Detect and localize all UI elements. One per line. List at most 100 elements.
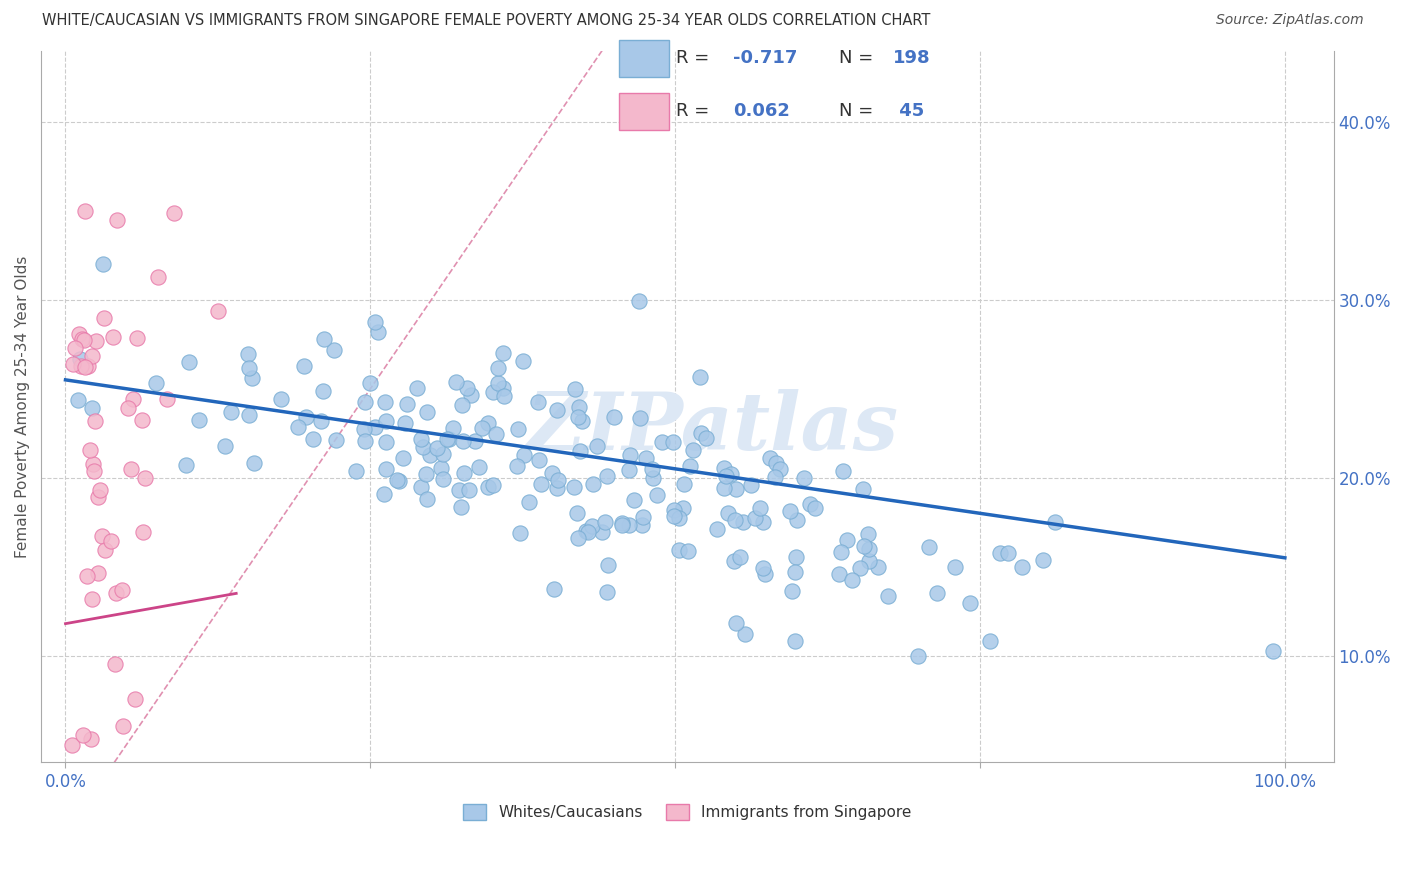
Point [641, 462, 664, 476]
Point [628, 410, 651, 425]
Point [117, 401, 139, 415]
Point [385, 473, 408, 487]
Point [752, 515, 775, 529]
Point [243, 456, 266, 470]
Point [596, 468, 619, 483]
Point [546, 481, 568, 495]
Point [1032, 552, 1054, 566]
Point [63, 342, 86, 356]
Point [627, 294, 650, 309]
Point [582, 477, 605, 491]
Point [564, 382, 586, 396]
Point [830, 545, 852, 559]
Point [104, 585, 127, 599]
FancyBboxPatch shape [619, 93, 669, 130]
Point [1261, 644, 1284, 658]
Point [630, 518, 652, 533]
Point [219, 404, 242, 418]
Text: WHITE/CAUCASIAN VS IMMIGRANTS FROM SINGAPORE FEMALE POVERTY AMONG 25-34 YEAR OLD: WHITE/CAUCASIAN VS IMMIGRANTS FROM SINGA… [42, 13, 931, 29]
Point [62, 357, 84, 371]
Point [492, 381, 515, 395]
Point [105, 213, 128, 227]
Point [575, 524, 598, 538]
Point [530, 477, 553, 491]
Point [925, 586, 948, 600]
Point [636, 451, 658, 466]
Point [835, 533, 858, 548]
Point [486, 361, 509, 376]
Point [731, 515, 754, 529]
Text: -0.717: -0.717 [733, 49, 797, 67]
Point [447, 483, 470, 498]
Point [416, 405, 439, 419]
Point [567, 409, 589, 424]
Point [682, 443, 704, 458]
Point [793, 471, 815, 485]
Point [591, 525, 613, 540]
Point [603, 409, 626, 424]
Point [506, 421, 529, 435]
Point [124, 692, 146, 706]
Point [529, 453, 551, 467]
Point [446, 376, 468, 390]
Point [565, 507, 588, 521]
Point [374, 435, 396, 450]
Point [125, 331, 148, 345]
Point [581, 518, 603, 533]
Point [730, 550, 752, 565]
Point [724, 482, 747, 496]
Point [146, 269, 169, 284]
Text: 0.062: 0.062 [733, 103, 790, 120]
Point [73, 203, 96, 218]
Point [451, 398, 474, 412]
Point [441, 421, 464, 435]
Point [353, 422, 375, 436]
Point [662, 503, 685, 517]
Point [785, 565, 807, 579]
Point [111, 582, 134, 597]
Point [623, 493, 645, 508]
Point [416, 491, 439, 506]
Point [373, 487, 395, 501]
Point [543, 582, 565, 597]
Point [415, 467, 437, 481]
Point [388, 474, 411, 488]
Point [988, 546, 1011, 560]
Point [75, 359, 97, 374]
Point [610, 517, 633, 532]
Point [482, 478, 505, 492]
Point [716, 469, 738, 483]
Point [754, 566, 776, 581]
Point [477, 480, 499, 494]
Point [411, 480, 433, 494]
Point [506, 459, 529, 474]
Point [851, 482, 873, 496]
Point [311, 414, 333, 428]
Point [214, 439, 236, 453]
Point [668, 543, 690, 558]
Point [395, 397, 418, 411]
Point [725, 616, 748, 631]
Point [997, 546, 1019, 560]
Text: N =: N = [839, 49, 879, 67]
Point [485, 427, 508, 442]
Point [344, 465, 367, 479]
Point [131, 412, 153, 426]
Point [295, 409, 318, 424]
Point [713, 482, 735, 496]
Point [765, 457, 787, 471]
Point [66, 393, 89, 408]
Point [374, 394, 396, 409]
Point [765, 470, 787, 484]
Point [488, 376, 510, 390]
Point [82, 349, 104, 363]
Point [364, 420, 387, 434]
Point [67, 327, 90, 342]
Point [907, 648, 929, 663]
Point [179, 355, 201, 369]
Point [785, 549, 807, 564]
Point [568, 400, 591, 414]
Point [576, 525, 599, 540]
Point [73, 333, 96, 347]
Point [91, 257, 114, 271]
